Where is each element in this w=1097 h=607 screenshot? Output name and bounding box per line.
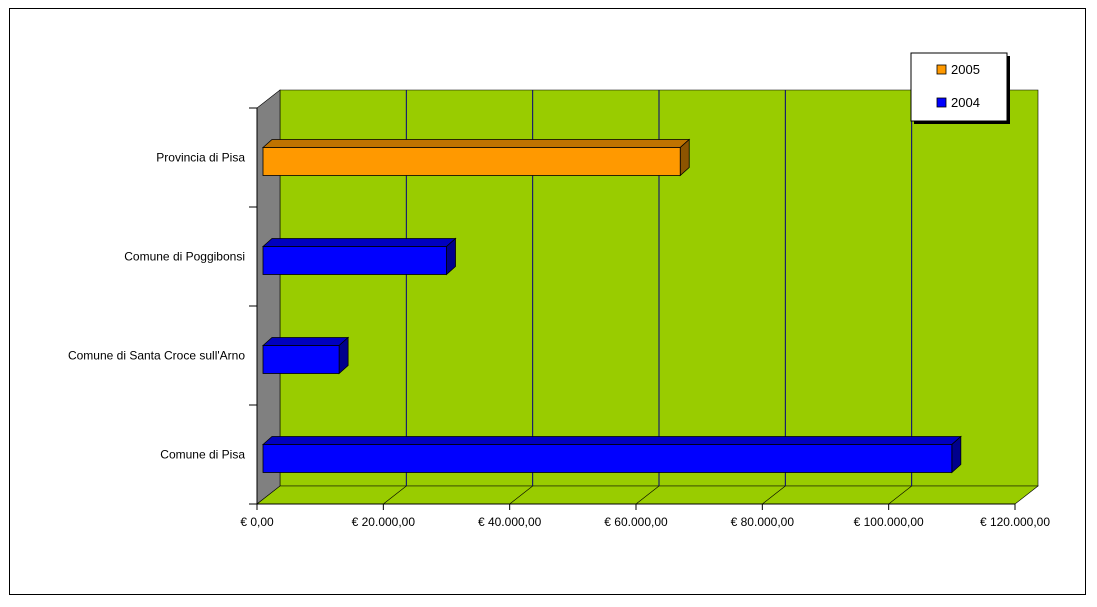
x-tick-label: € 80.000,00 — [731, 515, 795, 529]
y-tick-label: Provincia di Pisa — [156, 151, 245, 165]
legend — [910, 52, 1008, 122]
gridline-floor — [888, 485, 912, 505]
bar — [262, 345, 340, 374]
y-tick-label: Comune di Pisa — [160, 448, 245, 462]
bar-top — [261, 139, 691, 148]
y-tick-label: Comune di Santa Croce sull'Arno — [68, 349, 245, 363]
gridline-floor — [509, 485, 533, 505]
x-tick-label: € 120.000,00 — [980, 515, 1050, 529]
bar-top — [261, 436, 962, 445]
x-tick-label: € 0,00 — [240, 515, 274, 529]
bar — [262, 147, 681, 176]
x-tick-label: € 100.000,00 — [854, 515, 924, 529]
bar-top — [261, 238, 457, 247]
y-tick-label: Comune di Poggibonsi — [124, 250, 245, 264]
x-tick-label: € 20.000,00 — [352, 515, 416, 529]
x-tick-label: € 60.000,00 — [604, 515, 668, 529]
legend-label: 2005 — [951, 62, 980, 77]
legend-swatch — [936, 64, 947, 75]
legend-swatch — [936, 97, 947, 108]
gridline-floor — [762, 485, 786, 505]
bar — [262, 444, 953, 473]
bar-top — [261, 337, 350, 346]
x-tick-label: € 40.000,00 — [478, 515, 542, 529]
bar — [262, 246, 447, 275]
gridline-floor — [635, 485, 660, 505]
gridline-floor — [383, 485, 407, 505]
legend-label: 2004 — [951, 95, 980, 110]
